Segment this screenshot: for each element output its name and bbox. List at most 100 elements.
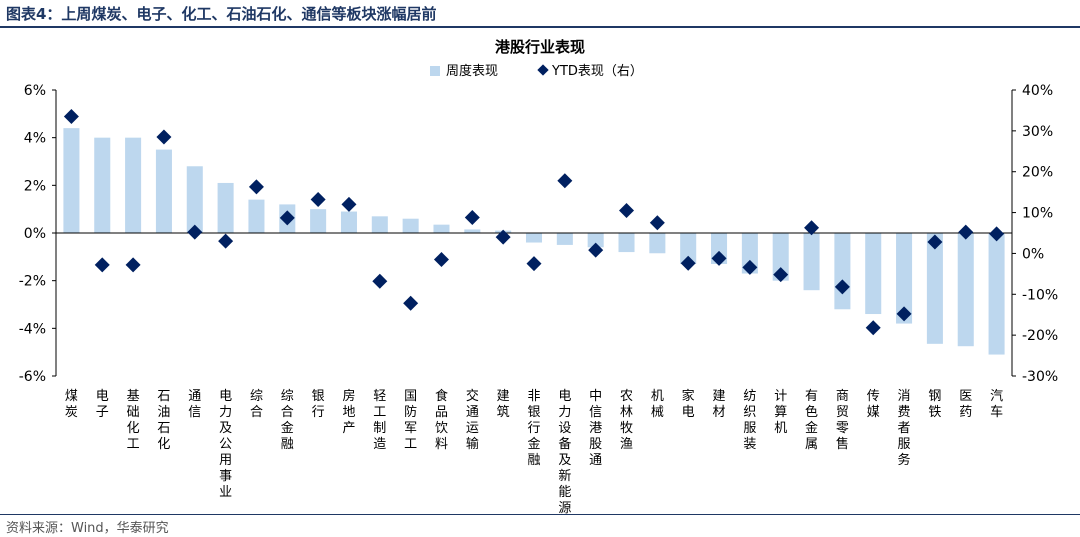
ytd-point xyxy=(341,196,357,212)
x-tick-label: 机械 xyxy=(651,389,664,420)
bar xyxy=(803,233,820,291)
bar xyxy=(433,224,450,233)
ytd-point xyxy=(125,257,141,273)
bar xyxy=(310,209,327,233)
ytd-point xyxy=(218,233,234,249)
left-tick-label: -2% xyxy=(19,274,46,290)
left-tick-label: 2% xyxy=(24,178,46,194)
x-tick-label: 交通运输 xyxy=(466,388,479,452)
x-tick-label: 银行 xyxy=(312,389,325,420)
x-tick-label: 传媒 xyxy=(867,389,880,420)
x-tick-label: 计算机 xyxy=(774,389,787,436)
bar xyxy=(587,233,604,248)
ytd-point xyxy=(588,242,604,258)
right-tick-label: 0% xyxy=(1022,246,1044,262)
x-tick-label: 基础化工 xyxy=(127,389,140,452)
bar xyxy=(741,233,758,274)
right-tick-label: 10% xyxy=(1022,206,1053,222)
x-tick-label: 农林牧渔 xyxy=(620,389,633,452)
x-tick-label: 电力设备及新能源 xyxy=(558,389,571,514)
x-tick-label: 国防军工 xyxy=(404,389,417,452)
ytd-point xyxy=(403,295,419,311)
bar xyxy=(988,233,1005,355)
legend-bar-swatch xyxy=(430,66,440,76)
right-tick-label: -20% xyxy=(1022,328,1058,344)
ytd-point xyxy=(896,306,912,322)
ytd-point xyxy=(310,191,326,207)
bar xyxy=(556,233,573,245)
bar xyxy=(125,137,142,233)
x-tick-label: 中信港股通 xyxy=(589,389,602,468)
x-tick-label: 综合金融 xyxy=(281,389,294,452)
x-tick-label: 轻工制造 xyxy=(373,389,386,452)
ytd-point xyxy=(156,129,172,145)
x-tick-label: 综合 xyxy=(250,389,263,420)
x-tick-label: 食品饮料 xyxy=(435,388,448,452)
bar xyxy=(618,233,635,253)
right-tick-label: -10% xyxy=(1022,287,1058,303)
bar xyxy=(248,199,265,233)
ytd-point xyxy=(495,229,511,245)
x-tick-label: 消费者服务 xyxy=(898,389,911,468)
x-tick-label: 非银行金融 xyxy=(527,389,540,468)
bar xyxy=(340,211,357,233)
legend-diamond-swatch xyxy=(537,64,549,76)
ytd-point xyxy=(248,179,264,195)
ytd-point xyxy=(804,220,820,236)
x-tick-label: 房地产 xyxy=(342,388,355,436)
x-tick-label: 通信 xyxy=(188,389,201,420)
ytd-point xyxy=(989,226,1005,242)
x-tick-label: 电力及公用事业 xyxy=(219,389,232,500)
chart-title: 港股行业表现 xyxy=(495,38,585,56)
ytd-point xyxy=(958,224,974,240)
ytd-point xyxy=(433,252,449,268)
right-tick-label: -30% xyxy=(1022,369,1058,385)
bar xyxy=(371,216,388,233)
bar xyxy=(94,137,111,233)
ytd-point xyxy=(865,320,881,336)
ytd-point xyxy=(187,224,203,240)
x-tick-label: 商贸零售 xyxy=(836,389,849,452)
right-axis: 40% 30% 20% 10% 0% -10% -20% -30% xyxy=(1011,83,1058,385)
bar xyxy=(865,233,882,315)
x-tick-label: 煤炭 xyxy=(65,389,78,420)
bar xyxy=(926,233,943,344)
bar xyxy=(186,166,203,233)
right-tick-label: 20% xyxy=(1022,165,1053,181)
ytd-point xyxy=(526,256,542,272)
header-rule xyxy=(0,26,1080,28)
x-tick-label: 石油石化 xyxy=(157,389,170,452)
ytd-point xyxy=(63,109,79,125)
ytd-point xyxy=(649,215,665,231)
bar xyxy=(63,128,80,233)
bar xyxy=(834,233,851,310)
x-tick-label: 建筑 xyxy=(497,389,510,420)
bar xyxy=(957,233,974,347)
bar xyxy=(772,233,789,281)
ytd-point xyxy=(372,273,388,289)
right-tick-label: 30% xyxy=(1022,124,1053,140)
ytd-point xyxy=(557,173,573,189)
footer-rule xyxy=(0,514,1080,515)
bar xyxy=(155,149,172,233)
bar xyxy=(525,233,543,243)
x-tick-label: 建材 xyxy=(713,389,726,420)
ytd-point xyxy=(834,279,850,295)
ytd-point xyxy=(464,209,480,225)
figure-header: 图表4：上周煤炭、电子、化工、石油石化、通信等板块涨幅居前 xyxy=(0,0,1080,28)
bar-series xyxy=(63,128,1005,355)
ytd-point xyxy=(711,250,727,266)
legend: 周度表现 YTD表现（右） xyxy=(430,63,643,79)
x-tick-label: 电子 xyxy=(96,389,109,420)
bar xyxy=(680,233,697,264)
legend-diamond-label: YTD表现（右） xyxy=(551,64,643,79)
x-tick-label: 纺织服装 xyxy=(743,389,756,452)
left-tick-label: -6% xyxy=(19,369,46,385)
x-tick-label: 医药 xyxy=(959,389,972,420)
bar xyxy=(217,182,234,233)
ytd-point xyxy=(279,210,295,226)
x-tick-label: 汽车 xyxy=(990,389,1003,420)
ytd-point xyxy=(94,257,110,273)
left-axis: 6% 4% 2% 0% -2% -4% -6% xyxy=(19,83,57,385)
